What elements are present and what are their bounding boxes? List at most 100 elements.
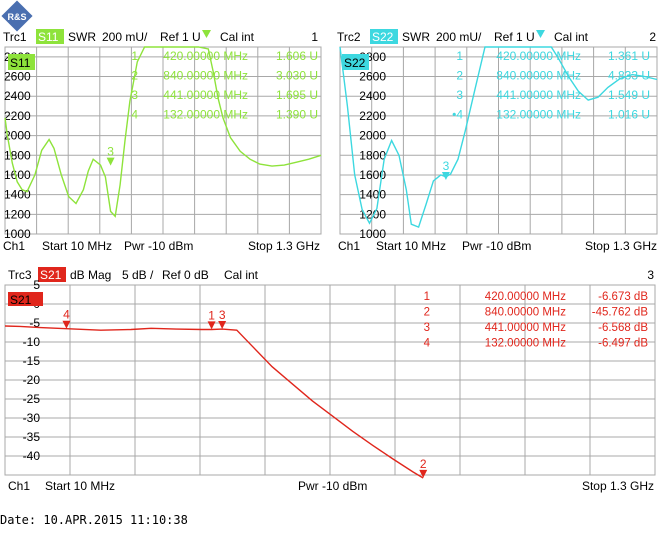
marker-table: 1 420.00000 MHz 1.606 U 2 840.00000 MHz 3.030…: [131, 49, 318, 122]
marker-number[interactable]: 1: [131, 49, 138, 63]
y-tick-label: 1200: [359, 207, 386, 221]
trace-tag[interactable]: S22: [344, 56, 366, 70]
y-tick-label: 2400: [359, 89, 386, 103]
scale-label[interactable]: 200 mU/: [436, 30, 482, 44]
marker-frequency: 420.00000 MHz: [163, 49, 248, 63]
y-tick-label: 5: [33, 278, 40, 292]
marker-number[interactable]: 2: [456, 69, 463, 83]
marker-number[interactable]: 4: [131, 108, 138, 122]
trace-panel-s11: Trc1 S11 SWR 200 mU/ Ref 1 U Cal int 1 1…: [3, 29, 322, 253]
y-tick-label: 1400: [4, 188, 31, 202]
y-tick-label: 1200: [4, 207, 31, 221]
marker-frequency: 441.00000 MHz: [496, 88, 581, 102]
cal-label: Cal int: [224, 268, 259, 282]
y-tick-label: 1400: [359, 188, 386, 202]
trace-tag-bg: [342, 54, 369, 70]
trace-name[interactable]: Trc2: [337, 30, 361, 44]
trace-s11[interactable]: [4, 46, 322, 218]
stop-frequency[interactable]: Stop 1.3 GHz: [582, 479, 654, 493]
y-tick-label: 2000: [359, 129, 386, 143]
format-label[interactable]: dB Mag: [70, 268, 111, 282]
trace-tag[interactable]: S11: [10, 56, 31, 70]
trace-panel-s22: Trc2 S22 SWR 200 mU/ Ref 1 U Cal int 2 1…: [337, 29, 658, 253]
param-badge-bg: [370, 29, 398, 44]
marker-number[interactable]: 3: [424, 322, 430, 334]
marker-label: 3: [107, 145, 114, 159]
ref-label[interactable]: Ref 1 U: [494, 30, 535, 44]
marker-triangle[interactable]: [62, 320, 71, 329]
trace-number: 1: [311, 30, 318, 44]
y-tick-label: -5: [29, 316, 40, 330]
trace-s21[interactable]: [4, 325, 424, 479]
stop-frequency[interactable]: Stop 1.3 GHz: [585, 239, 657, 253]
trace-number: 2: [649, 30, 656, 44]
scale-label[interactable]: 5 dB /: [122, 268, 154, 282]
power-label[interactable]: Pwr -10 dBm: [124, 239, 193, 253]
marker-number[interactable]: •4: [452, 108, 463, 122]
marker-number[interactable]: 3: [456, 88, 463, 102]
marker-frequency: 840.00000 MHz: [496, 69, 581, 83]
ref-position-marker[interactable]: [202, 30, 211, 38]
start-frequency[interactable]: Start 10 MHz: [42, 239, 112, 253]
start-frequency[interactable]: Start 10 MHz: [376, 239, 446, 253]
trace-panel-s21: Trc3 S21 dB Mag 5 dB / Ref 0 dB Cal int …: [4, 267, 656, 493]
trace-name[interactable]: Trc1: [3, 30, 27, 44]
marker-label: 4: [63, 308, 70, 322]
marker-frequency: 132.00000 MHz: [496, 108, 581, 122]
marker-number[interactable]: 3: [131, 88, 138, 102]
marker-number[interactable]: 1: [456, 49, 463, 63]
trace-tag[interactable]: S21: [10, 293, 32, 307]
marker-value: -45.762 dB: [592, 307, 649, 319]
trace-number: 3: [647, 268, 654, 282]
marker-table: 1 420.00000 MHz -6.673 dB 2 840.00000 MHz -45…: [424, 291, 649, 350]
marker-label: 3: [443, 159, 450, 173]
marker-frequency: 132.00000 MHz: [485, 338, 566, 350]
y-tick-label: 2200: [4, 109, 31, 123]
marker-number[interactable]: 4: [424, 338, 431, 350]
param-badge[interactable]: S22: [372, 30, 394, 44]
format-label[interactable]: SWR: [402, 30, 430, 44]
marker-triangle[interactable]: [419, 469, 428, 478]
format-label[interactable]: SWR: [68, 30, 96, 44]
marker-triangle[interactable]: [106, 157, 115, 166]
marker-label: 3: [219, 308, 226, 322]
channel-label: Ch1: [338, 239, 360, 253]
stop-frequency[interactable]: Stop 1.3 GHz: [248, 239, 320, 253]
marker-frequency: 840.00000 MHz: [163, 69, 248, 83]
ref-label[interactable]: Ref 1 U: [160, 30, 201, 44]
y-tick-label: -15: [23, 354, 41, 368]
marker-triangle[interactable]: [218, 320, 227, 329]
power-label[interactable]: Pwr -10 dBm: [298, 479, 367, 493]
marker-value: 1.695 U: [276, 88, 318, 102]
param-badge-bg: [38, 267, 66, 282]
marker-number[interactable]: 2: [131, 69, 138, 83]
channel-label: Ch1: [8, 479, 30, 493]
marker-triangle[interactable]: [441, 171, 450, 180]
marker-value: -6.673 dB: [598, 291, 648, 303]
marker-number[interactable]: 1: [424, 291, 430, 303]
y-tick-label: 1800: [359, 148, 386, 162]
param-badge[interactable]: S11: [38, 30, 59, 44]
y-tick-label: -35: [23, 430, 41, 444]
marker-frequency: 441.00000 MHz: [485, 322, 566, 334]
marker-triangle[interactable]: [207, 321, 216, 330]
y-tick-label: 1000: [4, 227, 31, 241]
marker-frequency: 840.00000 MHz: [485, 307, 566, 319]
marker-value: 1.016 U: [608, 108, 650, 122]
ref-position-marker[interactable]: [536, 30, 545, 38]
date-stamp: Date: 10.APR.2015 11:10:38: [0, 513, 188, 527]
trace-tag-bg: [8, 54, 35, 70]
param-badge[interactable]: S21: [40, 268, 62, 282]
marker-number[interactable]: 2: [424, 307, 430, 319]
y-tick-label: -30: [23, 411, 41, 425]
scale-label[interactable]: 200 mU/: [102, 30, 148, 44]
trace-s22[interactable]: [339, 46, 658, 229]
trace-name[interactable]: Trc3: [8, 268, 32, 282]
y-tick-label: 1600: [359, 168, 386, 182]
ref-label[interactable]: Ref 0 dB: [162, 268, 209, 282]
grid-lines: [5, 47, 321, 235]
marker-value: 1.549 U: [608, 88, 650, 102]
start-frequency[interactable]: Start 10 MHz: [45, 479, 115, 493]
power-label[interactable]: Pwr -10 dBm: [462, 239, 531, 253]
